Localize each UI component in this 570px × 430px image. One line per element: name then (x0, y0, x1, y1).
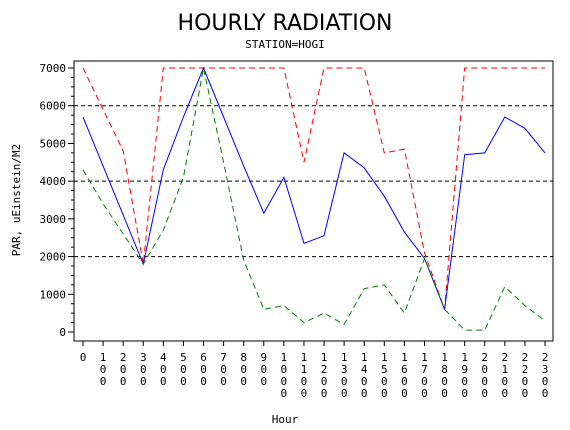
series-line-2 (82, 66, 546, 310)
chart-title: HOURLY RADIATION (178, 11, 393, 36)
y-axis-label: PAR, uEinstein/M2 (10, 144, 23, 257)
y-tick-label-1000: 1000 (40, 288, 67, 301)
y-tick-label-5000: 5000 (40, 137, 67, 150)
y-tick-label-4000: 4000 (40, 175, 67, 188)
plot-area: 0 1000 2000 3000 4000 5000 6000 7000 0 1 0 0 2 0 0 3 0 0 4… (40, 60, 554, 400)
y-tick-label-6000: 6000 (40, 100, 67, 113)
series-line-3 (82, 67, 546, 331)
y-tick-label-0: 0 (59, 326, 66, 339)
y-tick-label-7000: 7000 (40, 62, 67, 75)
plot-frame (73, 60, 554, 342)
x-axis-label: Hour (272, 413, 299, 426)
chart-subtitle: STATION=HOGI (245, 38, 324, 51)
series-line-1 (82, 67, 545, 310)
x-tick-label-0: 0 (80, 351, 87, 364)
y-tick-label-2000: 2000 (40, 251, 67, 264)
y-tick-label-3000: 3000 (40, 213, 67, 226)
